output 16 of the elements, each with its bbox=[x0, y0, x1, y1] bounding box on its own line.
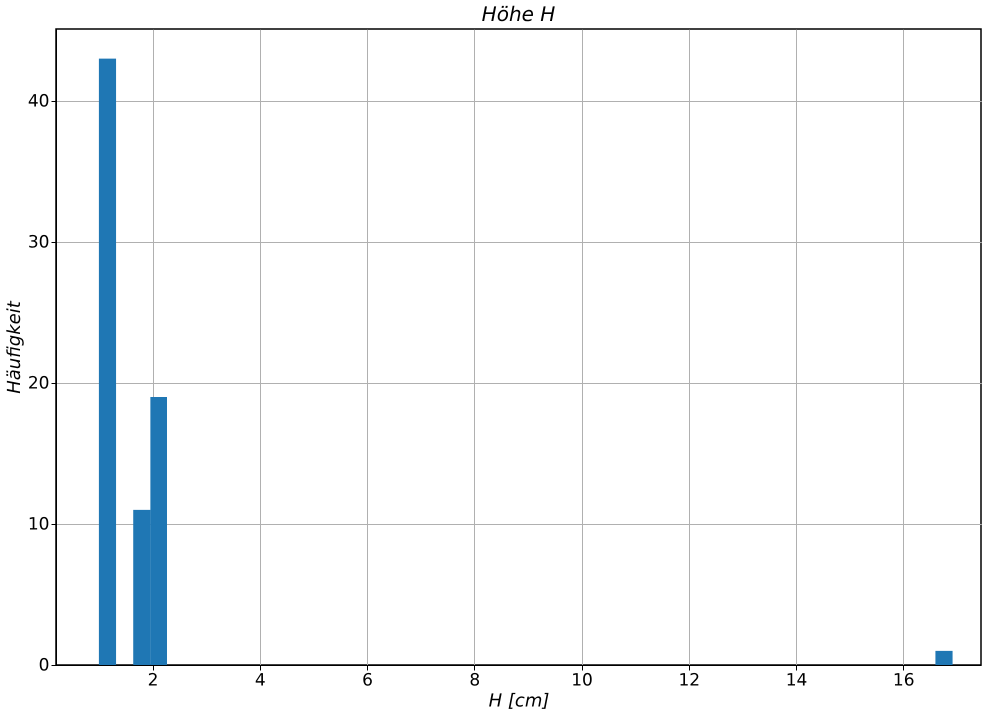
x-tick-label: 16 bbox=[892, 670, 915, 690]
y-tick-label: 30 bbox=[28, 232, 50, 252]
x-tick-label: 12 bbox=[678, 670, 700, 690]
x-tick-label: 14 bbox=[786, 670, 808, 690]
chart-title: Höhe H bbox=[482, 2, 556, 26]
x-tick-label: 6 bbox=[362, 670, 373, 690]
y-tick-label: 10 bbox=[28, 514, 50, 534]
x-axis-title: H [cm] bbox=[488, 690, 550, 712]
y-axis-title: Häufigkeit bbox=[4, 300, 25, 394]
x-tick-label: 2 bbox=[148, 670, 158, 690]
x-tick-label: 4 bbox=[254, 670, 266, 690]
y-tick-label: 0 bbox=[38, 656, 50, 676]
y-tick-label: 40 bbox=[28, 91, 50, 112]
y-tick-label: 20 bbox=[28, 373, 50, 394]
x-tick-label: 10 bbox=[571, 670, 593, 690]
x-tick-label: 8 bbox=[469, 670, 480, 690]
